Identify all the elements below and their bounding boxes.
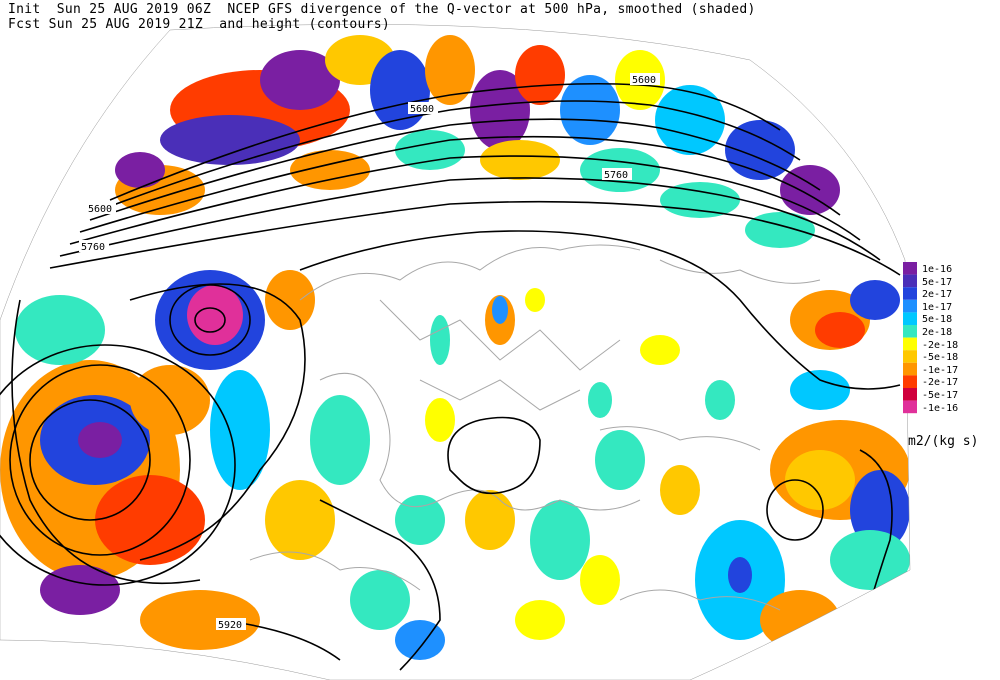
- jet-band-shading: [115, 35, 840, 248]
- legend-swatch: [903, 375, 917, 388]
- legend-label: -1e-16: [922, 402, 959, 414]
- contour-label-5760-a: 5760: [604, 170, 628, 181]
- header-fcst-line: Fcst Sun 25 AUG 2019 21Z and height (con…: [8, 17, 390, 32]
- legend-label: 1e-17: [922, 301, 953, 313]
- legend-swatch: [903, 325, 917, 338]
- atlantic-low-shading: [0, 270, 335, 650]
- legend-label: -5e-17: [922, 390, 959, 401]
- legend-label: -5e-18: [922, 352, 959, 364]
- shaded-field: [0, 35, 910, 660]
- legend-colorbar: [903, 262, 917, 414]
- legend-label: 2e-18: [922, 327, 953, 338]
- legend-swatch: [903, 299, 917, 313]
- contour-label-5600-c: 5600: [88, 204, 112, 215]
- legend-label: 1e-16: [922, 264, 953, 275]
- legend-swatch: [903, 350, 917, 363]
- legend-label: 2e-17: [922, 289, 953, 301]
- legend-label: -2e-17: [922, 377, 959, 389]
- coastlines: [249, 244, 821, 611]
- legend-label: -1e-17: [922, 364, 959, 376]
- legend-label: 5e-18: [922, 314, 953, 326]
- height-contours: [0, 82, 901, 671]
- legend-units: m2/(kg s): [908, 434, 979, 449]
- map-domain-edge: [0, 24, 911, 680]
- legend-swatch: [903, 400, 917, 414]
- legend-swatch: [903, 287, 917, 300]
- legend-swatch: [903, 274, 917, 288]
- legend-swatch: [903, 362, 917, 376]
- contour-label-5760-b: 5760: [81, 242, 105, 253]
- eastern-shading: [695, 280, 910, 650]
- legend-label: 5e-17: [922, 276, 953, 288]
- contour-labels: 5600 5600 5600 5760 5760 5920: [79, 73, 660, 631]
- contour-label-5600-a: 5600: [410, 104, 434, 115]
- legend-label: -2e-18: [922, 339, 959, 351]
- legend-swatch: [903, 262, 917, 275]
- legend-swatch: [903, 337, 917, 351]
- contour-label-5600-b: 5600: [632, 75, 656, 86]
- legend-swatch: [903, 312, 917, 325]
- header-init-line: Init Sun 25 AUG 2019 06Z NCEP GFS diverg…: [8, 2, 756, 17]
- legend-swatch: [903, 388, 917, 401]
- contour-label-5920: 5920: [218, 620, 242, 631]
- continental-shading: [310, 288, 735, 660]
